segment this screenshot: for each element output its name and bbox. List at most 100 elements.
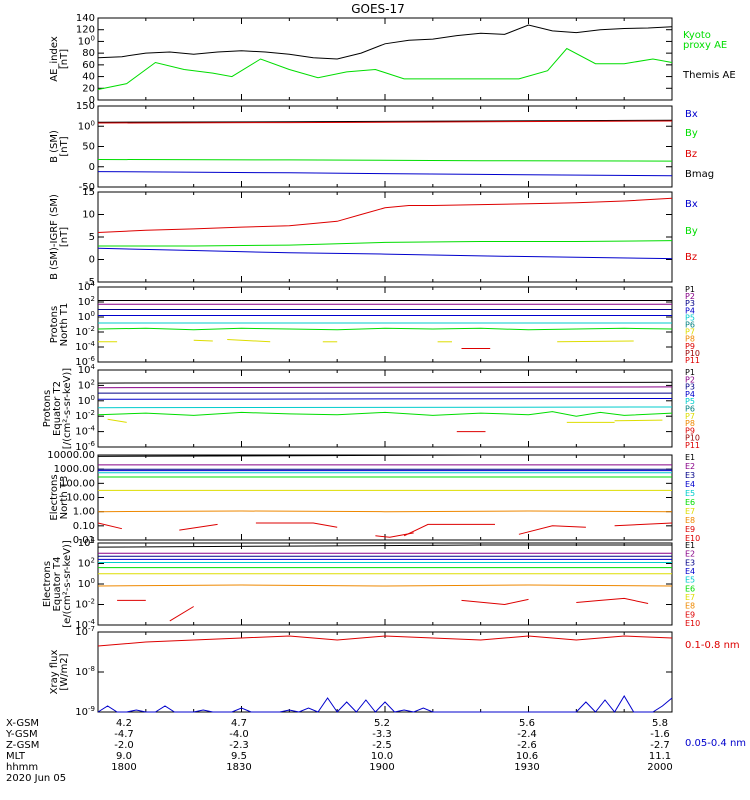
y-tick-label: 10-4 <box>75 425 95 438</box>
series-line <box>97 119 673 123</box>
series-line <box>576 597 649 604</box>
series-line <box>461 598 529 606</box>
y-tick-label: 10-4 <box>75 340 95 353</box>
y-tick-label: 102 <box>78 378 95 391</box>
y-tick-label: 0 <box>89 162 95 173</box>
x-axis-value: -2.5 <box>372 740 392 751</box>
series-line <box>97 398 673 400</box>
panel-2: -50 0 50 100 150 B (SM) [nT] Bx By Bz Bmag <box>49 101 714 193</box>
panel-frame <box>97 631 673 713</box>
legend-entry: P8 <box>685 335 695 344</box>
y-axis-label: North T3 <box>59 476 70 520</box>
series-line <box>97 327 673 331</box>
y-tick-label: 104 <box>78 536 96 549</box>
series-line <box>97 454 672 457</box>
panel-8: 10-9 10-8 10-7 Xray flux [W/m2] 0.1-0.8 nm 0.0… <box>49 625 746 749</box>
legend-entry: 0.1-0.8 nm <box>685 640 740 651</box>
y-tick-label: 0 <box>89 255 95 266</box>
x-axis-row-label: hhmm <box>6 762 38 773</box>
x-axis-value: 10.6 <box>516 751 538 762</box>
x-axis-value: -2.4 <box>517 729 537 740</box>
series-line <box>97 522 123 530</box>
legend-entry: E3 <box>685 471 695 480</box>
x-axis-value: 11.1 <box>649 751 671 762</box>
legend-entry: P11 <box>685 441 700 450</box>
legend-entry: P6 <box>685 321 695 330</box>
series-line <box>375 532 414 538</box>
x-axis-value: -2.7 <box>650 740 670 751</box>
y-tick-label: 10-2 <box>75 409 95 422</box>
y-tick-label: 1.00 <box>73 507 95 518</box>
y-tick-label: -5 <box>85 277 95 288</box>
legend-entry: proxy AE <box>683 40 727 51</box>
y-tick-label: 100 <box>78 119 95 132</box>
legend-entry: P6 <box>685 405 695 414</box>
legend-entry: P10 <box>685 434 700 443</box>
legend-entry: E7 <box>685 593 695 602</box>
y-tick-label: 10.00 <box>66 493 95 504</box>
x-axis-value: 9.0 <box>116 751 132 762</box>
legend-entry: E6 <box>685 584 695 593</box>
series-line <box>557 340 634 343</box>
series-line <box>97 695 673 713</box>
legend-entry: E1 <box>685 541 695 550</box>
y-axis-label: [nT] <box>59 227 70 247</box>
x-axis-value: 1830 <box>226 762 251 773</box>
legend-entry: P1 <box>685 285 695 294</box>
x-axis-value: -4.0 <box>229 729 249 740</box>
legend-entry: P10 <box>685 349 700 358</box>
panel-frame <box>97 369 673 448</box>
y-axis-label: Equator T4 <box>52 557 63 612</box>
x-axis-row-label: Y-GSM <box>5 729 38 740</box>
x-axis-value: -4.7 <box>114 729 134 740</box>
plot-title: GOES-17 <box>351 2 405 16</box>
legend-entry: E10 <box>685 534 700 543</box>
legend-entry: E5 <box>685 489 695 498</box>
y-axis-label: [e/(cm²-s-sr-keV)] <box>62 540 73 628</box>
legend-entry: By <box>685 226 698 237</box>
y-tick-label: 10-7 <box>75 625 95 638</box>
y-axis-label: Protons <box>49 306 60 343</box>
series-line <box>98 240 673 247</box>
legend-entry: P2 <box>685 375 695 384</box>
y-tick-label: 150 <box>76 101 95 112</box>
panel-3: -5 0 5 10 15 B (SM)-IGRF (SM) [nT] Bx By Bz <box>49 187 698 288</box>
legend-entry: P4 <box>685 306 695 315</box>
panel-frame <box>97 286 673 363</box>
legend-entry: E2 <box>685 550 695 559</box>
y-axis-label: [/(cm²-s-sr-keV)] <box>62 368 73 449</box>
panel-6: 0.01 0.10 1.00 10.00 100.00 1000.00 10000.00 El… <box>47 450 700 546</box>
legend-entry: E3 <box>685 558 695 567</box>
series-line <box>97 406 673 409</box>
legend-entry: Bx <box>685 109 698 120</box>
y-tick-label: 60 <box>82 60 95 71</box>
legend-entry: P3 <box>685 299 695 308</box>
x-axis-row-label: Z-GSM <box>6 740 39 751</box>
y-tick-label: 100 <box>78 577 95 590</box>
series-line <box>97 386 673 389</box>
y-tick-label: 104 <box>78 280 96 293</box>
legend-entry: Bx <box>685 199 698 210</box>
y-axis-label: Electrons <box>49 474 60 520</box>
legend-entry: Bz <box>685 149 697 160</box>
legend-entry: Bmag <box>685 169 714 180</box>
y-tick-label: 10-2 <box>75 598 95 611</box>
x-axis-value: 5.6 <box>519 718 535 729</box>
series-line <box>227 339 271 343</box>
x-axis-value: 5.2 <box>374 718 390 729</box>
legend-entry: E8 <box>685 602 695 611</box>
y-axis-label: [nT] <box>59 49 70 69</box>
x-axis-row-label: X-GSM <box>6 718 39 729</box>
series-line <box>97 24 673 60</box>
y-axis-label: Xray flux <box>49 650 60 695</box>
x-axis-date: 2020 Jun 05 <box>6 773 66 784</box>
y-axis-label: Electrons <box>42 561 53 607</box>
y-tick-label: 10-8 <box>75 665 95 678</box>
y-tick-label: 10-2 <box>75 325 95 338</box>
y-tick-label: 0 <box>89 95 95 106</box>
y-tick-label: 0.10 <box>73 521 95 532</box>
y-tick-label: 102 <box>78 557 95 570</box>
